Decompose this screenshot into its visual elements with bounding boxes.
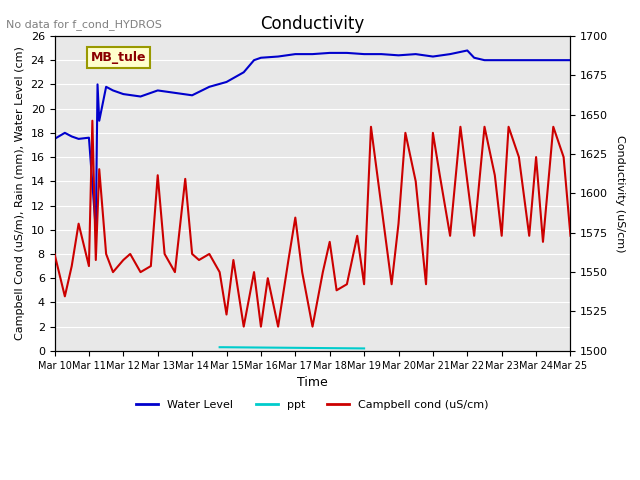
X-axis label: Time: Time [297, 376, 328, 389]
Y-axis label: Conductivity (uS/cm): Conductivity (uS/cm) [615, 135, 625, 252]
Text: MB_tule: MB_tule [91, 51, 146, 64]
Text: No data for f_cond_HYDROS: No data for f_cond_HYDROS [6, 19, 163, 30]
Legend: Water Level, ppt, Campbell cond (uS/cm): Water Level, ppt, Campbell cond (uS/cm) [132, 396, 493, 415]
Title: Conductivity: Conductivity [260, 15, 365, 33]
Y-axis label: Campbell Cond (uS/m), Rain (mm), Water Level (cm): Campbell Cond (uS/m), Rain (mm), Water L… [15, 47, 25, 340]
